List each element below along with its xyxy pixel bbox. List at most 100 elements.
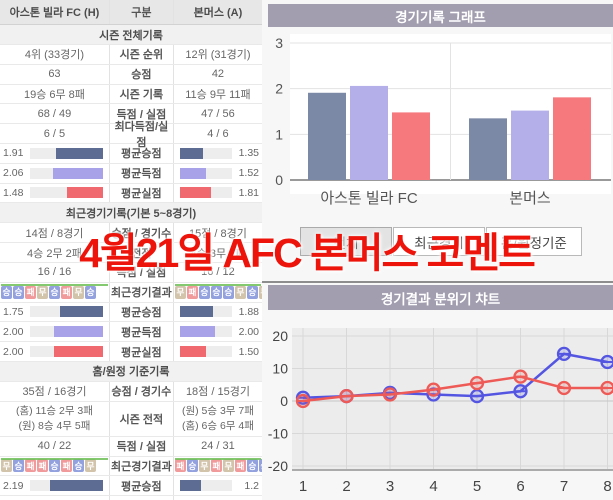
away-stat-value: 12위 (31경기) — [185, 49, 251, 62]
away-team-name: 본머스 (A) — [193, 7, 243, 19]
chart-tabs: 전체 최근경기 홈/원정기준 — [300, 227, 583, 256]
away-stat-line: (홈) 6승 6무 4패 — [181, 419, 254, 432]
stat-label: 득점 / 실점 — [108, 262, 174, 282]
marker-red-series — [469, 375, 485, 391]
svg-text:4: 4 — [429, 478, 437, 495]
away-stat-value: 15점 / 8경기 — [189, 227, 247, 240]
result-badge-win: 승 — [198, 285, 210, 299]
result-badge-loss: 패 — [210, 459, 222, 473]
bar-fill — [49, 480, 103, 492]
home-stat-bar: 2.00 — [0, 322, 109, 341]
svg-text:-20: -20 — [268, 458, 288, 474]
result-badge-win: 승 — [222, 285, 234, 299]
away-stat-bar: 2.00 — [174, 322, 262, 341]
home-stat-value: 40 / 22 — [37, 440, 72, 453]
table-row: 2.00 평균득점 2.00 — [0, 322, 262, 343]
table-row: 40 / 22 득점 / 실점 24 / 31 — [0, 436, 262, 457]
away-stat-value: 42 — [211, 68, 225, 81]
away-stat-bar: 1.52 — [174, 164, 262, 183]
bar-평균승점-home — [308, 92, 346, 180]
away-stat-value: 4승 3무 1패 — [190, 247, 246, 260]
svg-text:10: 10 — [272, 361, 288, 377]
bar-track — [30, 187, 103, 199]
bar-chart-category: 본머스 — [509, 190, 551, 207]
away-stat-bar: 1.50 — [174, 342, 262, 361]
away-stat-value: 18점 / 15경기 — [185, 386, 250, 399]
stat-label: 전적 — [108, 243, 174, 262]
svg-text:5: 5 — [473, 478, 481, 495]
stat-label: 평균승점 — [108, 302, 174, 322]
bar-평균득점-home — [350, 85, 388, 180]
bar-value: 1.35 — [238, 147, 259, 160]
svg-text:3: 3 — [386, 478, 394, 495]
bar-value: 1.52 — [238, 167, 259, 180]
bar-value: 2.00 — [238, 325, 259, 338]
away-stat-bar: 1.81 — [174, 184, 262, 203]
record-bar-chart: 3 2 1 0 아스톤 빌라 FC 본머스 — [275, 34, 611, 207]
away-stat-bar: 1.35 — [174, 144, 262, 163]
table-row: 6 / 5 최다득점/실점 4 / 6 — [0, 121, 262, 149]
bar-track — [179, 480, 232, 492]
table-row: 68 / 49 득점 / 실점 47 / 56 — [0, 104, 262, 125]
home-stat-value: 4위 (33경기) — [24, 49, 84, 62]
stat-label: 평균득점 — [108, 163, 174, 183]
bar-track — [179, 306, 232, 318]
bar-track — [179, 326, 232, 338]
table-row: 4위 (33경기) 시즌 순위 12위 (31경기) — [0, 45, 262, 65]
result-badge-win: 승 — [258, 459, 262, 473]
bar-value: 1.48 — [3, 186, 24, 199]
home-stat-value: 63 — [48, 68, 61, 81]
bar-track — [179, 187, 232, 199]
home-stat-bar: 1.48 — [0, 184, 109, 203]
marker-blue-series — [513, 384, 528, 399]
result-badge-win: 승 — [73, 459, 84, 473]
bar-fill — [179, 187, 212, 199]
table-row: 무승패패승패승무최근경기결과패승무패무패승승 — [0, 456, 262, 477]
marker-red-series — [382, 387, 398, 402]
bar-평균승점-away — [469, 118, 507, 180]
result-badge-loss: 패 — [174, 459, 186, 473]
home-stat-bar: 1.75 — [0, 303, 109, 322]
bar-value: 1.50 — [238, 345, 259, 358]
tab-all[interactable]: 전체 — [300, 227, 392, 256]
svg-text:1: 1 — [299, 478, 307, 495]
home-stat-value: (홈) 11승 2무 3패 (원) 8승 4무 5패 — [0, 402, 109, 436]
tab-recent[interactable]: 최근경기 — [393, 227, 485, 256]
bar-track — [30, 167, 103, 179]
bar-track — [179, 167, 232, 179]
tab-home-away[interactable]: 홈/원정기준 — [486, 227, 582, 256]
bar-fill — [56, 147, 103, 159]
bar-fill — [54, 346, 103, 358]
table-row: 승승패무승패무승최근경기결과무패승승승무승무 — [0, 282, 262, 303]
table-body: 시즌 전체기록 4위 (33경기) 시즌 순위 12위 (31경기) 63 승점 42 19승… — [0, 25, 262, 500]
table-row: 4승 2무 2패 전적 4승 3무 1패 — [0, 243, 262, 263]
bar-fill — [54, 326, 103, 338]
result-badge-loss: 패 — [61, 285, 72, 299]
stat-label: 최근경기결과 — [108, 282, 174, 302]
away-stat-value: (원) 5승 3무 7패 (홈) 6승 6무 4패 — [174, 402, 262, 436]
stat-label: 평균승점 — [108, 476, 174, 496]
away-stat-bar: 1.88 — [174, 303, 262, 322]
svg-text:2: 2 — [275, 81, 283, 97]
table-row: 16 / 16 득점 / 실점 16 / 12 — [0, 262, 262, 283]
svg-text:-10: -10 — [268, 426, 288, 442]
table-row: 2.19 평균승점 1.2 — [0, 476, 262, 497]
stat-label: 시즌 전적 — [108, 401, 174, 436]
bar-value: 1.88 — [238, 305, 259, 318]
table-row: 14점 / 8경기 승점 / 경기수 15점 / 8경기 — [0, 223, 262, 244]
bar-track — [179, 346, 232, 358]
bar-fill — [179, 326, 215, 338]
table-row: 최근경기기록(기본 5~8경기) — [0, 203, 262, 224]
svg-text:7: 7 — [560, 478, 568, 495]
column-label: 구분 — [108, 0, 174, 24]
stat-label: 시즌 기록 — [108, 84, 174, 104]
svg-text:3: 3 — [275, 35, 283, 51]
bar-평균실점-away — [553, 97, 591, 180]
stat-label: 최근경기결과 — [108, 456, 174, 476]
svg-text:2: 2 — [342, 478, 350, 495]
away-stat-bar: 1.2 — [174, 476, 262, 495]
home-stat-bar: 2.50 — [0, 496, 109, 500]
result-badge-win: 승 — [1, 285, 12, 299]
table-row: (홈) 11승 2무 3패 (원) 8승 4무 5패 시즌 전적 (원) 5승 3무 … — [0, 401, 262, 437]
result-badge-loss: 패 — [37, 459, 48, 473]
